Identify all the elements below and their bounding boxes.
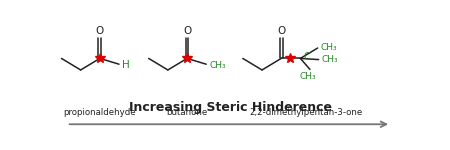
Text: O: O (96, 26, 104, 36)
Text: C: C (304, 52, 310, 62)
Text: 2,2-dimethylpentan-3-one: 2,2-dimethylpentan-3-one (249, 108, 362, 117)
Text: propionaldehyde: propionaldehyde (63, 108, 136, 117)
Text: CH₃: CH₃ (209, 61, 225, 70)
Text: butanone: butanone (166, 108, 207, 117)
Text: Increasing Steric Hinderence: Increasing Steric Hinderence (129, 101, 332, 114)
Text: H: H (122, 60, 130, 70)
Text: CH₃: CH₃ (300, 72, 316, 81)
Text: CH₃: CH₃ (321, 55, 338, 64)
Text: O: O (277, 26, 285, 36)
Text: CH₃: CH₃ (320, 43, 337, 52)
Text: O: O (183, 26, 191, 36)
